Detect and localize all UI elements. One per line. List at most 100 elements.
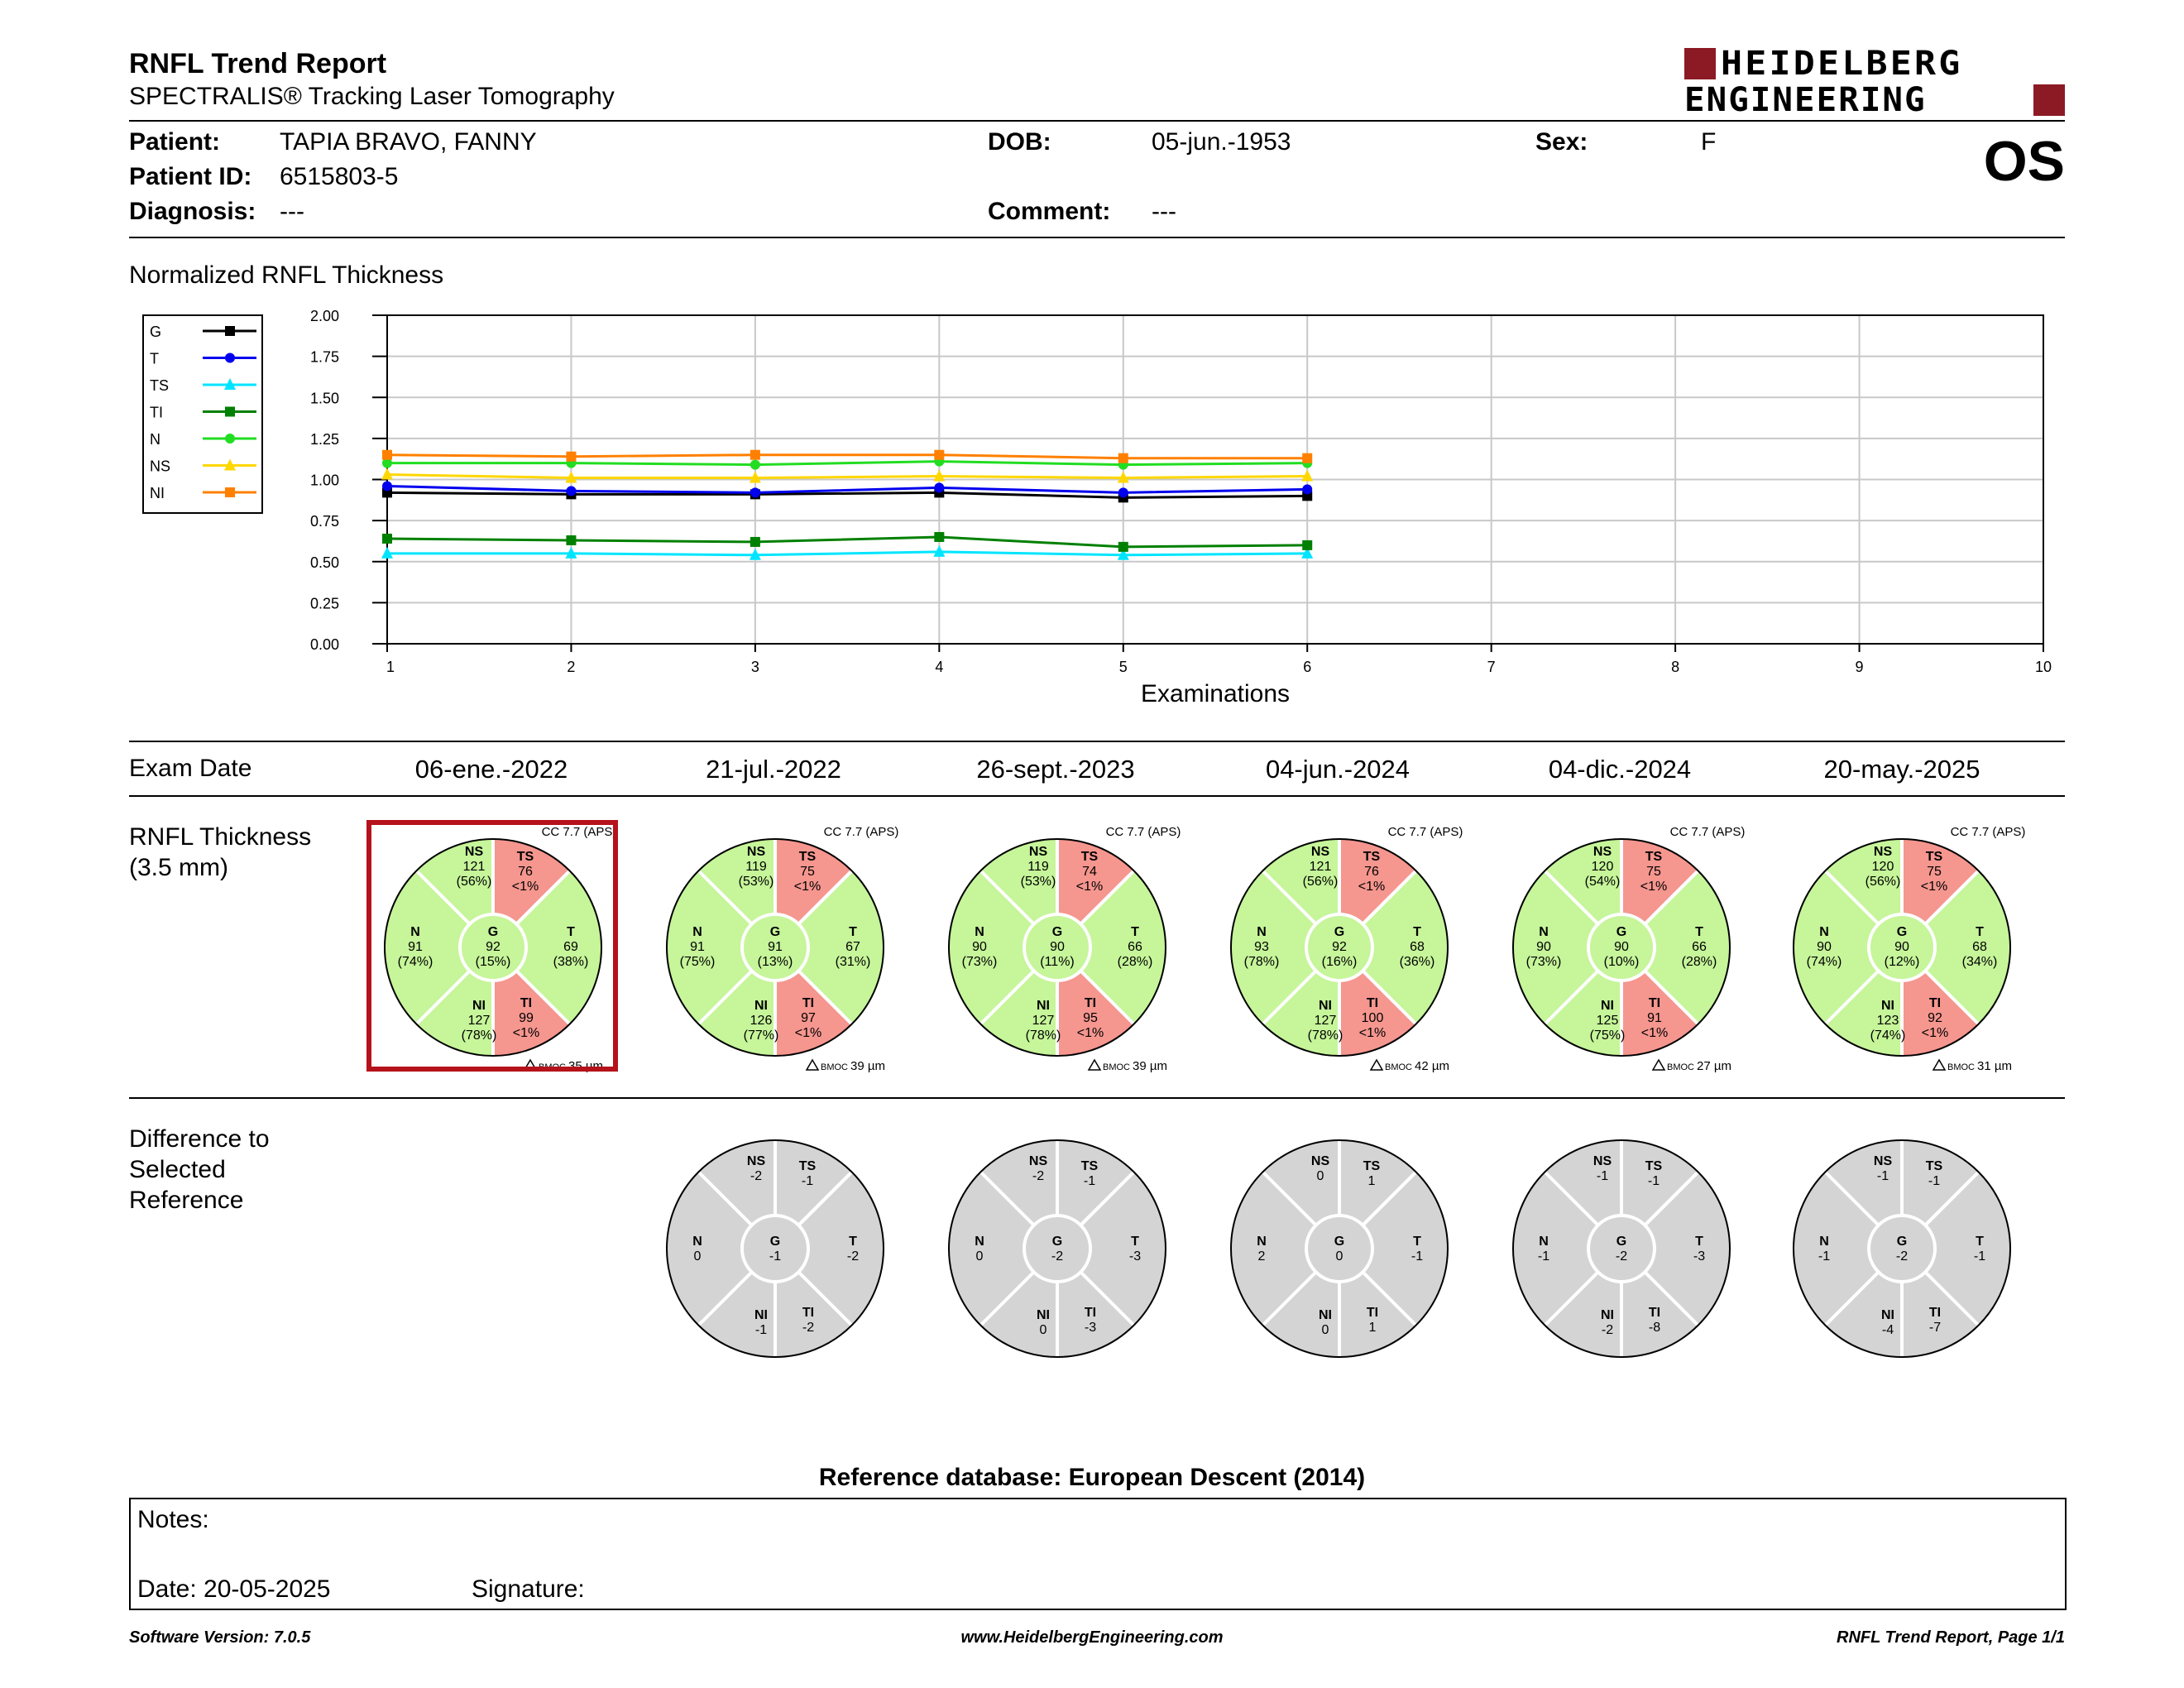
- legend-marker: [225, 326, 235, 336]
- diff-sector-label: T: [1413, 1235, 1421, 1249]
- diff-sector-label: T: [1695, 1235, 1703, 1249]
- diff-sector-ni: [1545, 1272, 1621, 1357]
- notes-date: Date: 20-05-2025: [137, 1575, 331, 1603]
- sector-label: G: [1052, 925, 1062, 939]
- diff-sector-label: G: [1052, 1235, 1062, 1249]
- exam-date[interactable]: 21-jul.-2022: [706, 755, 841, 784]
- data-point: [566, 451, 577, 462]
- data-point: [382, 449, 392, 460]
- exam-date[interactable]: 04-dic.-2024: [1548, 755, 1692, 784]
- y-tick-label: 1.75: [310, 349, 339, 366]
- outer-ring: [666, 838, 884, 1057]
- sector-ns: [698, 839, 775, 924]
- diff-sector-value: -2: [1032, 1169, 1044, 1183]
- sector-value: 127: [1032, 1014, 1055, 1028]
- exam-date[interactable]: 26-sept.-2023: [976, 755, 1135, 784]
- data-point: [382, 533, 392, 544]
- sector-t: [1080, 870, 1166, 1024]
- sector-value: 95: [1083, 1011, 1098, 1025]
- sector-value: 126: [750, 1014, 773, 1028]
- diff-sector-value: 0: [1040, 1323, 1047, 1337]
- exam-date[interactable]: 20-may.-2025: [1823, 755, 1980, 784]
- sector-label: N: [1819, 925, 1829, 939]
- legend-label: NS: [150, 458, 170, 475]
- data-point: [1118, 453, 1128, 463]
- sector-t: [1645, 870, 1730, 1024]
- sector-percentile: <1%: [1359, 1026, 1386, 1040]
- diff-sector-ti: [1339, 1272, 1416, 1357]
- sector-percentile: (78%): [462, 1029, 497, 1043]
- thickness-circle: NS121(56%)TS76<1%N91(74%)G92(15%)T69(38%…: [384, 825, 616, 1073]
- diff-sector-label: NS: [1029, 1154, 1048, 1168]
- notes-box[interactable]: Notes: Date: 20-05-2025 Signature:: [129, 1498, 2067, 1610]
- sector-value: 97: [801, 1011, 816, 1025]
- diff-sector-value: 0: [1336, 1249, 1343, 1264]
- exam-date[interactable]: 04-jun.-2024: [1265, 755, 1410, 784]
- sector-divider: [979, 969, 1036, 1026]
- outer-ring: [1793, 1139, 2011, 1358]
- legend-label: N: [150, 431, 160, 448]
- sector-value: 74: [1082, 865, 1097, 879]
- diff-sector-label: TI: [1649, 1306, 1660, 1320]
- diff-sector-n: [949, 1172, 1034, 1326]
- sector-value: 125: [1597, 1014, 1619, 1028]
- quality-score: CC 7.7 (APS): [1106, 825, 1181, 839]
- sector-divider: [1543, 1270, 1600, 1327]
- sector-value: 75: [1646, 865, 1661, 879]
- sector-value: 66: [1692, 940, 1707, 954]
- trend-chart: 1 2 3 4 5 6 7 8 9 10 0.00 0.25 0.50 0.75 1.00 1.25 1.50 1…: [142, 308, 2052, 707]
- sector-percentile: <1%: [1922, 1026, 1948, 1040]
- sector-divider: [697, 1270, 754, 1327]
- sector-percentile: (77%): [744, 1029, 779, 1043]
- center-divider: [1023, 1214, 1092, 1283]
- sector-ns: [416, 839, 493, 924]
- y-tick-label: 1.50: [310, 390, 339, 406]
- diff-sector-label: T: [1131, 1235, 1139, 1249]
- sector-percentile: (36%): [1400, 955, 1435, 969]
- diff-sector-label: TI: [1367, 1306, 1378, 1320]
- sector-label: NI: [472, 999, 486, 1013]
- sector-divider: [1643, 1270, 1700, 1327]
- x-tick-label: 9: [1856, 659, 1864, 675]
- diff-sector-value: -4: [1882, 1323, 1894, 1337]
- outer-ring: [1793, 838, 2011, 1057]
- bmoc-delta-icon: [805, 1058, 820, 1071]
- difference-circle: NS-1TS-1N-1G-2T-3NI-2TI-8: [1512, 1139, 1731, 1358]
- sector-divider: [1823, 969, 1880, 1026]
- sector-divider: [1361, 969, 1418, 1026]
- legend-frame: [142, 314, 263, 514]
- data-point: [565, 471, 577, 483]
- sector-divider: [1923, 1170, 1980, 1227]
- sector-g: [742, 914, 808, 981]
- diff-sector-value: 2: [1258, 1249, 1266, 1264]
- patient-id: 6515803-5: [280, 163, 399, 190]
- sector-value: 90: [1614, 940, 1629, 954]
- center-divider: [1305, 1214, 1374, 1283]
- legend-label: TI: [150, 405, 163, 421]
- footer-website[interactable]: www.HeidelbergEngineering.com: [960, 1628, 1224, 1647]
- sector-label: NS: [1593, 845, 1612, 859]
- exam-date[interactable]: 06-ene.-2022: [414, 755, 568, 784]
- diff-sector-n: [1231, 1172, 1316, 1326]
- sector-percentile: (78%): [1308, 1029, 1343, 1043]
- diff-sector-value: -3: [1129, 1249, 1141, 1264]
- sector-label: NI: [1037, 999, 1050, 1013]
- sector-label: TS: [1926, 850, 1943, 864]
- diff-sector-ts: [1621, 1140, 1698, 1225]
- sector-percentile: <1%: [794, 880, 821, 894]
- sector-g: [1024, 914, 1090, 981]
- sector-label: N: [410, 925, 420, 939]
- sector-value: 127: [1315, 1014, 1337, 1028]
- sector-label: TI: [1367, 996, 1378, 1010]
- diff-sector-ns: [698, 1140, 775, 1225]
- diff-sector-value: -2: [750, 1169, 762, 1183]
- center-divider: [1867, 913, 1937, 982]
- diff-sector-ti: [1621, 1272, 1698, 1357]
- diff-sector-label: TS: [1645, 1159, 1663, 1173]
- center-divider: [1587, 913, 1656, 982]
- sector-percentile: <1%: [795, 1026, 821, 1040]
- sector-n: [1794, 870, 1879, 1024]
- sector-divider: [1543, 969, 1600, 1026]
- x-tick-label: 6: [1303, 659, 1311, 675]
